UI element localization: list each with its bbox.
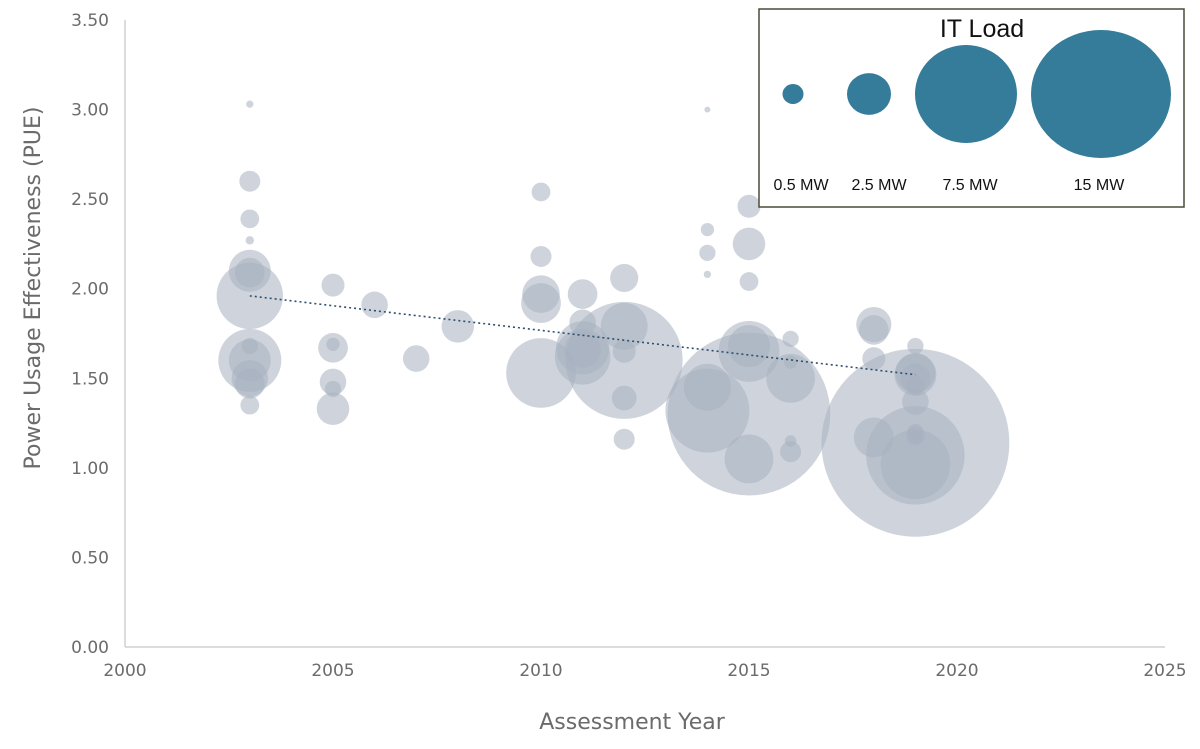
data-bubble: [612, 339, 636, 363]
x-tick-label: 2000: [103, 661, 146, 681]
legend-label: 0.5 MW: [773, 177, 829, 194]
data-bubble: [700, 222, 715, 237]
data-bubble: [906, 376, 925, 395]
data-bubble: [782, 330, 799, 348]
data-bubble: [610, 263, 639, 293]
y-tick-label: 3.00: [71, 101, 109, 121]
data-bubble: [704, 106, 711, 113]
it-load-legend: IT Load 0.5 MW 2.5 MW 7.5 MW 15 MW: [758, 8, 1185, 208]
data-bubble: [683, 363, 731, 411]
y-tick-label: 2.50: [71, 190, 109, 210]
legend-label: 7.5 MW: [942, 177, 998, 194]
data-bubble: [239, 170, 261, 192]
data-bubble: [361, 291, 388, 319]
data-bubble: [780, 441, 802, 463]
data-bubble: [699, 244, 716, 262]
x-tick-label: 2025: [1143, 661, 1186, 681]
data-bubble: [858, 315, 889, 345]
data-bubble: [737, 194, 761, 218]
x-tick-label: 2005: [311, 661, 354, 681]
data-bubble: [703, 270, 712, 279]
legend-bubble: [782, 84, 804, 104]
legend-items: 0.5 MW 2.5 MW 7.5 MW 15 MW: [773, 30, 1171, 194]
data-bubble: [241, 337, 258, 355]
data-bubble: [880, 429, 951, 500]
data-bubble: [402, 345, 430, 372]
y-tick-label: 0.00: [71, 638, 109, 658]
legend-title: IT Load: [940, 15, 1024, 43]
data-bubble: [784, 435, 797, 447]
x-tick-label: 2010: [519, 661, 562, 681]
data-bubble: [908, 430, 923, 445]
y-axis-title: Power Usage Effectiveness (PUE): [21, 107, 46, 470]
legend-bubble: [1031, 30, 1171, 158]
data-bubble: [732, 227, 766, 261]
data-bubble: [862, 347, 886, 371]
data-bubble: [853, 417, 894, 458]
data-bubble: [245, 236, 254, 245]
legend-label: 15 MW: [1074, 177, 1126, 194]
legend-bubble: [915, 45, 1017, 143]
data-bubble: [766, 353, 815, 403]
x-tick-label: 2015: [727, 661, 770, 681]
x-tick-label: 2020: [935, 661, 978, 681]
data-bubble: [902, 388, 929, 415]
data-bubble: [321, 273, 345, 297]
data-bubble: [728, 325, 770, 368]
y-tick-labels: 0.00 0.50 1.00 1.50 2.00 2.50 3.00 3.50: [71, 11, 109, 658]
data-bubble: [234, 257, 265, 288]
data-bubble: [246, 100, 254, 108]
y-tick-label: 1.00: [71, 459, 109, 479]
data-bubble: [724, 434, 774, 484]
x-axis-title: Assessment Year: [539, 710, 725, 735]
data-bubble: [324, 380, 342, 398]
data-bubble: [441, 310, 475, 343]
data-bubble: [522, 275, 560, 313]
trendline: [249, 295, 916, 376]
y-tick-label: 3.50: [71, 11, 109, 31]
data-bubble: [907, 337, 924, 355]
data-bubble: [613, 428, 635, 450]
data-bubble: [326, 337, 340, 351]
y-tick-label: 2.00: [71, 280, 109, 300]
data-bubble: [567, 279, 598, 309]
data-bubble: [234, 368, 265, 399]
data-bubble: [783, 355, 798, 369]
data-bubble: [316, 392, 350, 426]
data-bubble: [240, 209, 260, 229]
legend-label: 2.5 MW: [851, 177, 907, 194]
data-bubble: [739, 272, 759, 291]
y-tick-label: 0.50: [71, 548, 109, 568]
data-bubble: [611, 385, 637, 411]
data-bubble: [531, 182, 551, 202]
legend-bubble: [847, 73, 891, 115]
data-bubble: [530, 245, 552, 267]
data-bubble: [569, 309, 596, 337]
data-bubble: [240, 395, 260, 415]
bubble-layer: [216, 100, 1010, 537]
data-bubble: [564, 331, 601, 368]
y-tick-label: 1.50: [71, 369, 109, 389]
x-tick-labels: 2000 2005 2010 2015 2020 2025: [103, 661, 1186, 681]
